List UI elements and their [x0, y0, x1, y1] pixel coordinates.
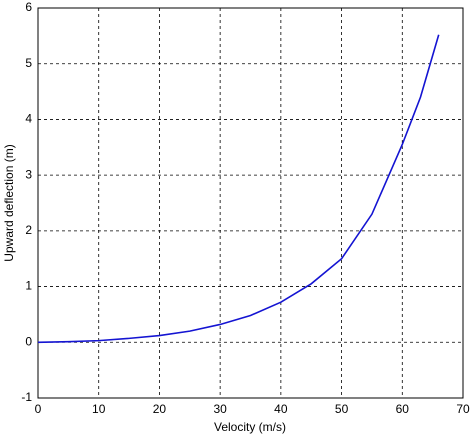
x-tick-label: 50 — [335, 402, 349, 416]
y-tick-label: 6 — [25, 0, 32, 14]
x-tick-label: 10 — [92, 402, 106, 416]
y-tick-label: 5 — [25, 56, 32, 70]
y-tick-label: 4 — [25, 112, 32, 126]
y-tick-label: 3 — [25, 167, 32, 181]
y-tick-label: 2 — [25, 223, 32, 237]
x-tick-label: 60 — [396, 402, 410, 416]
x-axis-label: Velocity (m/s) — [214, 420, 286, 434]
x-tick-label: 0 — [35, 402, 42, 416]
data-line — [37, 34, 440, 344]
plot-frame — [37, 7, 464, 399]
y-tick-label: 0 — [25, 334, 32, 348]
x-tick-label: 20 — [153, 402, 167, 416]
y-axis-label: Upward deflection (m) — [2, 144, 16, 261]
x-tick-label: 70 — [456, 402, 470, 416]
y-tick-label: 1 — [25, 279, 32, 293]
x-tick-label: 30 — [213, 402, 227, 416]
x-tick-label: 40 — [274, 402, 288, 416]
y-tick-label: -1 — [21, 390, 32, 404]
